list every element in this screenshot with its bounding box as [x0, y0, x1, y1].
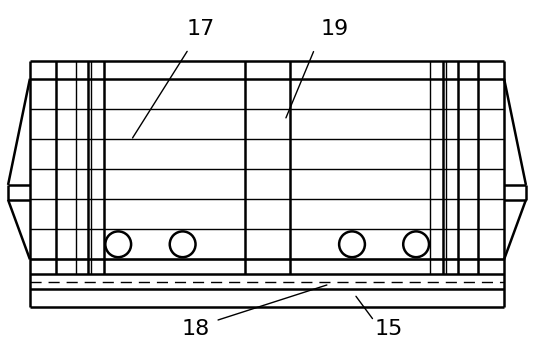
Text: 18: 18 [182, 319, 210, 339]
Text: 17: 17 [186, 19, 215, 39]
Text: 15: 15 [375, 319, 403, 339]
Text: 19: 19 [320, 19, 349, 39]
